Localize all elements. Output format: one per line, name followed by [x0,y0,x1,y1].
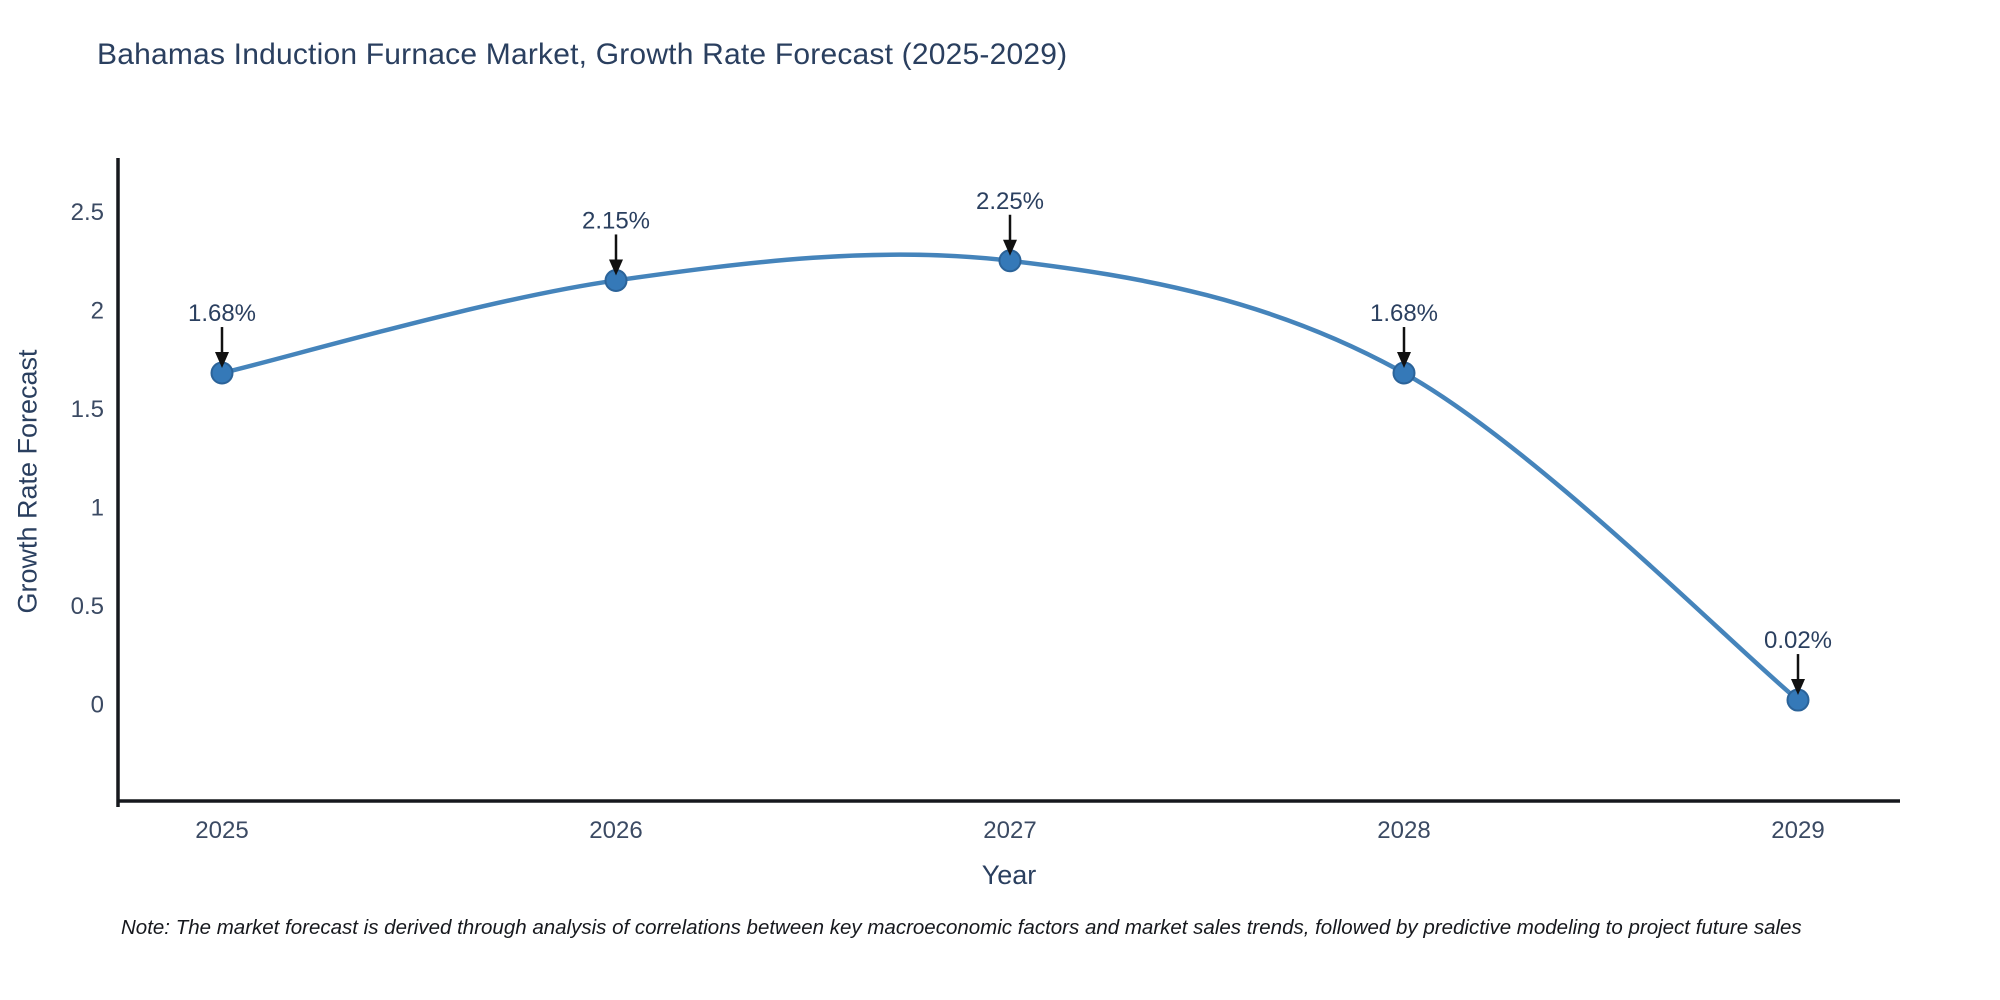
chart-title: Bahamas Induction Furnace Market, Growth… [97,38,1068,71]
x-tick-label: 2027 [983,817,1036,844]
annotation-label: 2.25% [976,188,1044,215]
annotation-arrowhead [1003,239,1017,256]
annotation-label: 1.68% [188,300,256,327]
annotation-label: 2.15% [582,207,650,234]
y-tick-label: 1 [91,495,104,522]
x-tick-label: 2028 [1377,817,1430,844]
annotation-arrowhead [1397,352,1411,369]
x-tick-label: 2026 [589,817,642,844]
x-tick-label: 2025 [195,817,248,844]
y-tick-label: 2.5 [71,199,104,226]
annotation-label: 1.68% [1370,300,1438,327]
footnote-text: Note: The market forecast is derived thr… [121,916,1802,939]
y-tick-label: 2 [91,298,104,325]
y-tick-label: 0.5 [71,593,104,620]
y-tick-label: 1.5 [71,396,104,423]
x-tick-label: 2029 [1771,817,1824,844]
annotation-arrowhead [215,352,229,369]
annotation-arrowhead [1791,679,1805,696]
y-tick-label: 0 [91,692,104,719]
x-axis-title: Year [981,860,1037,890]
annotation-arrowhead [609,259,623,276]
annotation-label: 0.02% [1764,627,1832,654]
forecast-line [219,252,1801,703]
